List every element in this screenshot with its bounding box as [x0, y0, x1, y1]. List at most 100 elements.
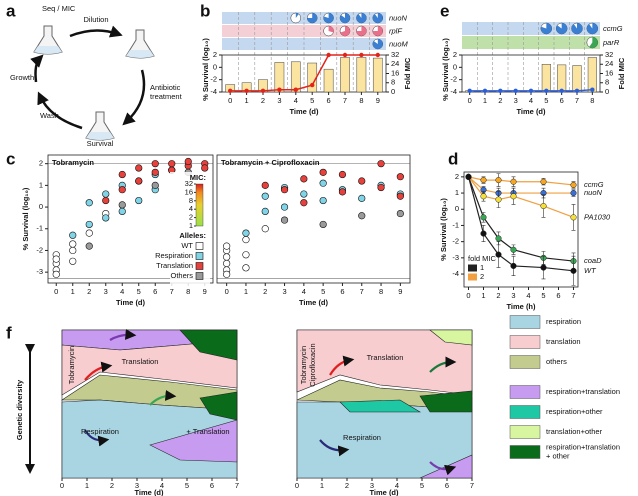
pie-slice [307, 13, 318, 24]
x-tick-label: 3 [104, 287, 108, 296]
y-axis-label: % Survival (log₁₀) [441, 38, 450, 101]
cycle [30, 25, 146, 130]
x-tick-label: 6 [445, 481, 449, 490]
legend-label: Translation [156, 261, 193, 270]
point [338, 170, 347, 179]
x-tick-label: 0 [228, 96, 232, 105]
point [570, 214, 577, 221]
line [230, 54, 378, 92]
point [223, 259, 231, 268]
point [359, 52, 364, 58]
panel-letter: d [448, 149, 458, 168]
y2-tick-label: 8 [605, 78, 609, 87]
legend-label: WT [181, 241, 193, 250]
point [85, 220, 93, 229]
colorbar-tick-label: 16 [185, 187, 193, 196]
series-label: nuoN [584, 188, 603, 197]
point [342, 52, 348, 58]
point [85, 229, 93, 237]
y2-tick-label: 16 [391, 68, 399, 77]
x-axis-label: Time (d) [516, 107, 546, 116]
point [480, 214, 487, 221]
legend-label: Others [170, 271, 193, 280]
x-axis-label: Time (d) [116, 298, 146, 307]
strip-label: nuoN [389, 13, 408, 22]
point [277, 87, 282, 92]
y2-tick-label: 0 [391, 87, 395, 96]
x-tick-label: 5 [321, 287, 325, 296]
x-tick-label: 5 [185, 481, 189, 490]
point [540, 264, 547, 271]
y2-tick-label: 0 [605, 87, 609, 96]
region-label: Translation [122, 357, 159, 366]
point [118, 207, 126, 216]
plot-frame [463, 171, 579, 288]
arrow [319, 439, 350, 457]
y-tick-label: 2 [453, 50, 457, 59]
legend-label: 2 [480, 272, 484, 281]
point [280, 216, 289, 224]
pie-slice [340, 26, 350, 36]
point [168, 160, 176, 168]
point [52, 270, 60, 278]
arrow [429, 356, 457, 373]
y-tick-label: -1 [36, 224, 43, 233]
pie-slice [571, 23, 583, 34]
bar [340, 57, 350, 93]
y2-axis-label: Fold MIC [617, 57, 626, 89]
point [570, 190, 577, 197]
colorbar [195, 183, 204, 227]
x-tick-label: 7 [470, 481, 474, 490]
legend-title: Alleles: [179, 231, 206, 240]
point [300, 190, 308, 198]
x-tick-label: 7 [571, 291, 575, 300]
region-label: Respiration [343, 433, 381, 442]
x-axis-label: Time (h) [506, 302, 536, 311]
region-label: Respiration [81, 427, 119, 436]
legend-swatch [509, 335, 541, 349]
point [280, 186, 289, 194]
x-tick-label: 0 [60, 481, 64, 490]
legend-label: respiration [546, 317, 581, 326]
x-tick-label: 4 [302, 287, 306, 296]
y-tick-label: 2 [39, 159, 43, 168]
bar [323, 68, 334, 93]
x-tick-label: 2 [110, 481, 114, 490]
legend-swatch [195, 262, 204, 270]
x-tick-label: 1 [483, 96, 487, 105]
point [358, 177, 366, 185]
colorbar-tick-label: 2 [189, 213, 193, 222]
arrow [109, 328, 137, 341]
liquid [126, 50, 154, 58]
point [135, 177, 143, 185]
colorbar-tick-label: 8 [189, 196, 193, 205]
legend-swatch [195, 242, 204, 250]
y-tick-label: -2 [452, 237, 459, 246]
point [102, 190, 110, 198]
x-tick-label: 2 [87, 287, 91, 296]
legend-swatch [509, 355, 541, 369]
legend-swatch [509, 425, 541, 439]
y-tick-label: 2 [213, 50, 217, 59]
liquid [34, 46, 62, 54]
bar [356, 57, 367, 93]
y-tick-label: -2 [450, 75, 457, 84]
point [495, 251, 502, 258]
pie-slice [340, 13, 350, 24]
x-tick-label: 1 [245, 96, 249, 105]
point [480, 177, 487, 184]
x-tick-label: 8 [186, 287, 190, 296]
pie-slice [356, 26, 367, 36]
point [540, 202, 547, 210]
x-tick-label: 2 [498, 96, 502, 105]
panel-letter: b [200, 1, 210, 20]
x-tick-label: 4 [526, 291, 530, 300]
colorbar-tick-label: 4 [189, 204, 193, 213]
y-tick-label: 1 [455, 188, 459, 197]
legend-swatch [468, 273, 477, 281]
pie-slice [589, 37, 598, 48]
y2-tick-label: 8 [391, 78, 395, 87]
x-tick-label: 8 [379, 287, 383, 296]
x-tick-label: 7 [170, 287, 174, 296]
